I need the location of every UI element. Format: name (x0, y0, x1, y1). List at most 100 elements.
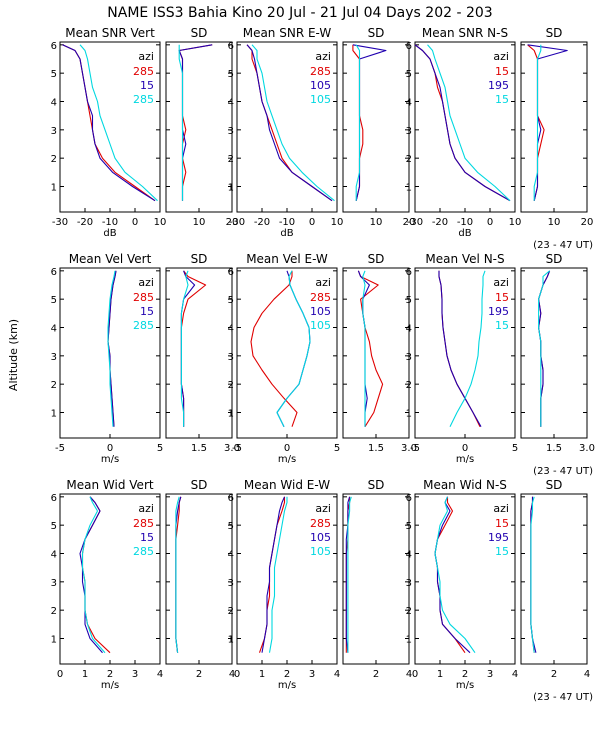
legend-entry-cyan: 105 (310, 545, 331, 558)
x-axis-label: dB (458, 228, 471, 239)
panel-title: SD (191, 26, 208, 40)
legend-entry-red: 285 (133, 291, 154, 304)
legend-header: azi (138, 502, 154, 515)
series-line-cyan (434, 496, 476, 654)
legend-header: azi (315, 502, 331, 515)
panel-title: Mean SNR N-S (422, 26, 508, 40)
ut-note: (23 - 47 UT) (533, 692, 593, 703)
panel-title: SD (546, 26, 563, 40)
y-tick-label: 2 (51, 606, 57, 617)
series-line-blue (414, 44, 511, 202)
y-tick-label: 4 (51, 324, 57, 335)
y-tick-label: 5 (51, 295, 57, 306)
x-tick-label: 0 (412, 669, 418, 680)
x-axis-label: m/s (456, 680, 474, 691)
panel-title: Mean SNR Vert (65, 26, 155, 40)
y-tick-label: 2 (228, 606, 234, 617)
y-tick-label: 4 (228, 324, 234, 335)
panel-title: Mean Vel E-W (246, 252, 328, 266)
legend-entry-red: 285 (310, 291, 331, 304)
y-tick-label: 5 (51, 521, 57, 532)
legend-entry-blue: 195 (488, 531, 509, 544)
x-tick-label: 5 (334, 443, 340, 454)
legend-header: azi (315, 276, 331, 289)
x-axis-label: m/s (101, 680, 119, 691)
x-tick-label: 0 (487, 217, 493, 228)
legend-header: azi (315, 50, 331, 63)
panel-title: Mean Wid N-S (423, 478, 507, 492)
series-line-cyan (107, 270, 116, 427)
panel-title: SD (191, 252, 208, 266)
x-axis-label: m/s (456, 454, 474, 465)
panel-vel-6: SD 1.5 3.0 (520, 252, 595, 454)
y-tick-label: 6 (51, 493, 57, 504)
x-tick-label: 4 (584, 669, 590, 680)
x-tick-label: 1.5 (368, 443, 384, 454)
x-tick-label: 1 (259, 669, 265, 680)
y-tick-label: 6 (51, 267, 57, 278)
y-tick-label: 1 (406, 409, 412, 420)
series-line-red (178, 44, 213, 201)
ut-note: (23 - 47 UT) (533, 240, 593, 251)
y-tick-label: 3 (51, 352, 57, 363)
y-tick-label: 6 (51, 41, 57, 52)
legend-header: azi (138, 276, 154, 289)
y-tick-label: 1 (406, 183, 412, 194)
x-tick-label: 1 (437, 669, 443, 680)
x-tick-label: 0 (234, 669, 240, 680)
y-tick-label: 1 (228, 409, 234, 420)
y-tick-label: 1 (51, 635, 57, 646)
series-line-blue (180, 270, 196, 427)
series-line-cyan (533, 44, 542, 201)
series-line-cyan (180, 270, 189, 427)
x-tick-label: 5 (157, 443, 163, 454)
series-line-cyan (355, 44, 361, 201)
legend-entry-blue: 15 (140, 79, 154, 92)
x-tick-label: 2 (462, 669, 468, 680)
x-tick-label: 4 (157, 669, 163, 680)
panel-title: SD (368, 26, 385, 40)
x-tick-label: 0 (57, 669, 63, 680)
series-line-blue (107, 270, 117, 427)
legend-entry-cyan: 285 (133, 319, 154, 332)
legend-entry-red: 285 (133, 65, 154, 78)
ut-note: (23 - 47 UT) (533, 466, 593, 477)
y-tick-label: 1 (228, 183, 234, 194)
panel-snr-2: SD 10 20 (165, 26, 238, 228)
x-tick-label: 4 (512, 669, 518, 680)
y-tick-label: 5 (228, 295, 234, 306)
x-tick-label: 0 (462, 443, 468, 454)
series-line-cyan (276, 270, 311, 427)
series-line-blue (261, 496, 286, 653)
y-tick-label: 4 (406, 98, 412, 109)
panel-title: Mean Wid E-W (244, 478, 330, 492)
panel-snr-1: Mean SNR Vert 1 2 3 4 5 6 -30 -20 -10 0 10 dB azi 2851… (51, 26, 167, 239)
legend-entry-cyan: 105 (310, 319, 331, 332)
series-line-red (250, 270, 298, 427)
plot-frame (342, 267, 410, 439)
y-tick-label: 1 (228, 635, 234, 646)
x-tick-label: -5 (55, 443, 65, 454)
x-tick-label: -5 (232, 443, 242, 454)
x-tick-label: 0 (132, 217, 138, 228)
plot-frame (342, 493, 410, 665)
x-tick-label: 2 (196, 669, 202, 680)
series-line-cyan (81, 496, 106, 654)
y-tick-label: 2 (406, 606, 412, 617)
series-line-cyan (362, 270, 366, 427)
y-tick-label: 3 (406, 126, 412, 137)
y-tick-label: 6 (228, 41, 234, 52)
y-tick-label: 1 (51, 183, 57, 194)
series-line-blue (246, 44, 333, 202)
y-tick-label: 2 (51, 380, 57, 391)
x-axis-label: dB (280, 228, 293, 239)
y-tick-label: 6 (406, 267, 412, 278)
x-tick-label: -20 (77, 217, 93, 228)
y-tick-label: 3 (51, 578, 57, 589)
series-line-cyan (347, 496, 352, 653)
